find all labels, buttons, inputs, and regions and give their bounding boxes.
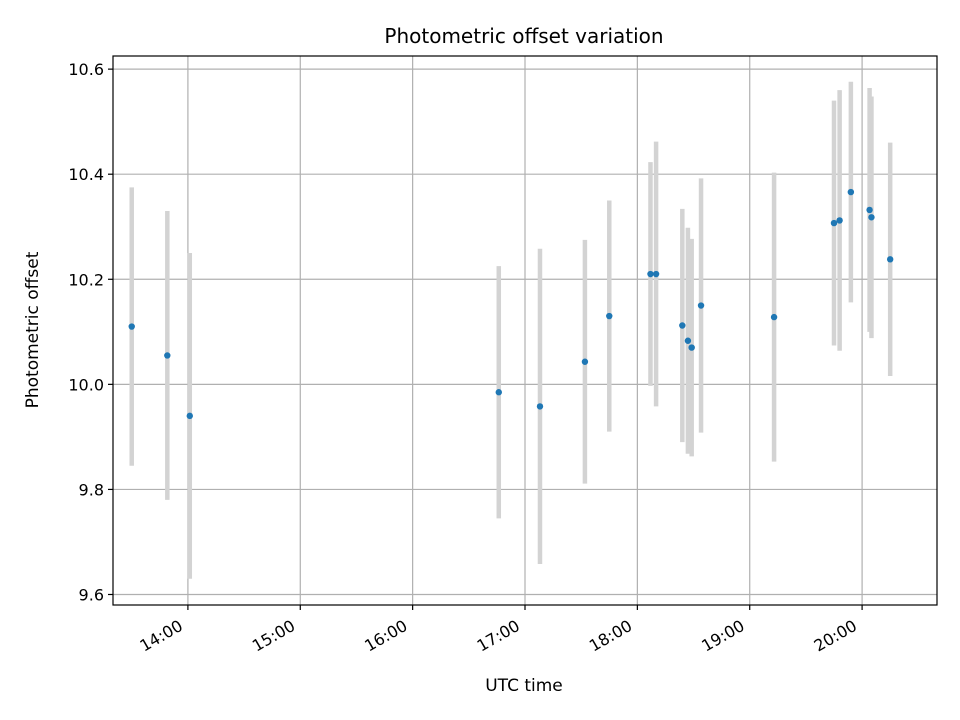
y-tick-label: 10.4 (68, 165, 104, 184)
y-tick-label: 10.2 (68, 270, 104, 289)
data-point (495, 389, 502, 396)
data-point (688, 344, 695, 351)
y-tick-label: 9.8 (79, 480, 104, 499)
data-point (652, 270, 660, 278)
y-ticks: 9.6 9.8 10.0 10.2 10.4 10.6 (68, 60, 113, 604)
error-bars (129, 81, 893, 579)
data-point (836, 217, 843, 224)
x-tick-label: 18:00 (586, 616, 635, 656)
data-points (128, 188, 894, 420)
data-point (606, 312, 613, 320)
data-point (770, 313, 778, 321)
x-tick-label: 16:00 (361, 616, 410, 656)
data-point (186, 412, 193, 420)
y-axis-label: Photometric offset (23, 251, 43, 408)
x-tick-label: 15:00 (249, 616, 298, 656)
data-point (128, 323, 135, 330)
data-point (830, 219, 838, 227)
x-ticks: 14:00 15:00 16:00 17:00 18:00 19:00 20:00 (136, 605, 863, 656)
data-point (697, 302, 705, 309)
x-tick-label: 20:00 (811, 616, 860, 656)
x-tick-label: 17:00 (474, 616, 523, 656)
data-point (581, 358, 589, 365)
x-grid (187, 56, 863, 605)
data-point (868, 214, 875, 221)
y-tick-label: 10.6 (68, 60, 104, 79)
y-grid (113, 68, 937, 596)
x-tick-label: 19:00 (698, 616, 747, 656)
data-point (847, 188, 855, 196)
data-point (647, 270, 654, 278)
data-point (886, 256, 894, 263)
y-tick-label: 9.6 (79, 585, 104, 604)
data-point (866, 206, 873, 214)
data-point (679, 322, 686, 329)
y-tick-label: 10.0 (68, 375, 104, 394)
x-axis-label: UTC time (485, 676, 563, 696)
x-tick-label: 14:00 (136, 616, 185, 656)
data-point (536, 403, 544, 410)
data-point (164, 352, 171, 359)
chart-title: Photometric offset variation (384, 24, 663, 48)
data-point (684, 337, 692, 344)
